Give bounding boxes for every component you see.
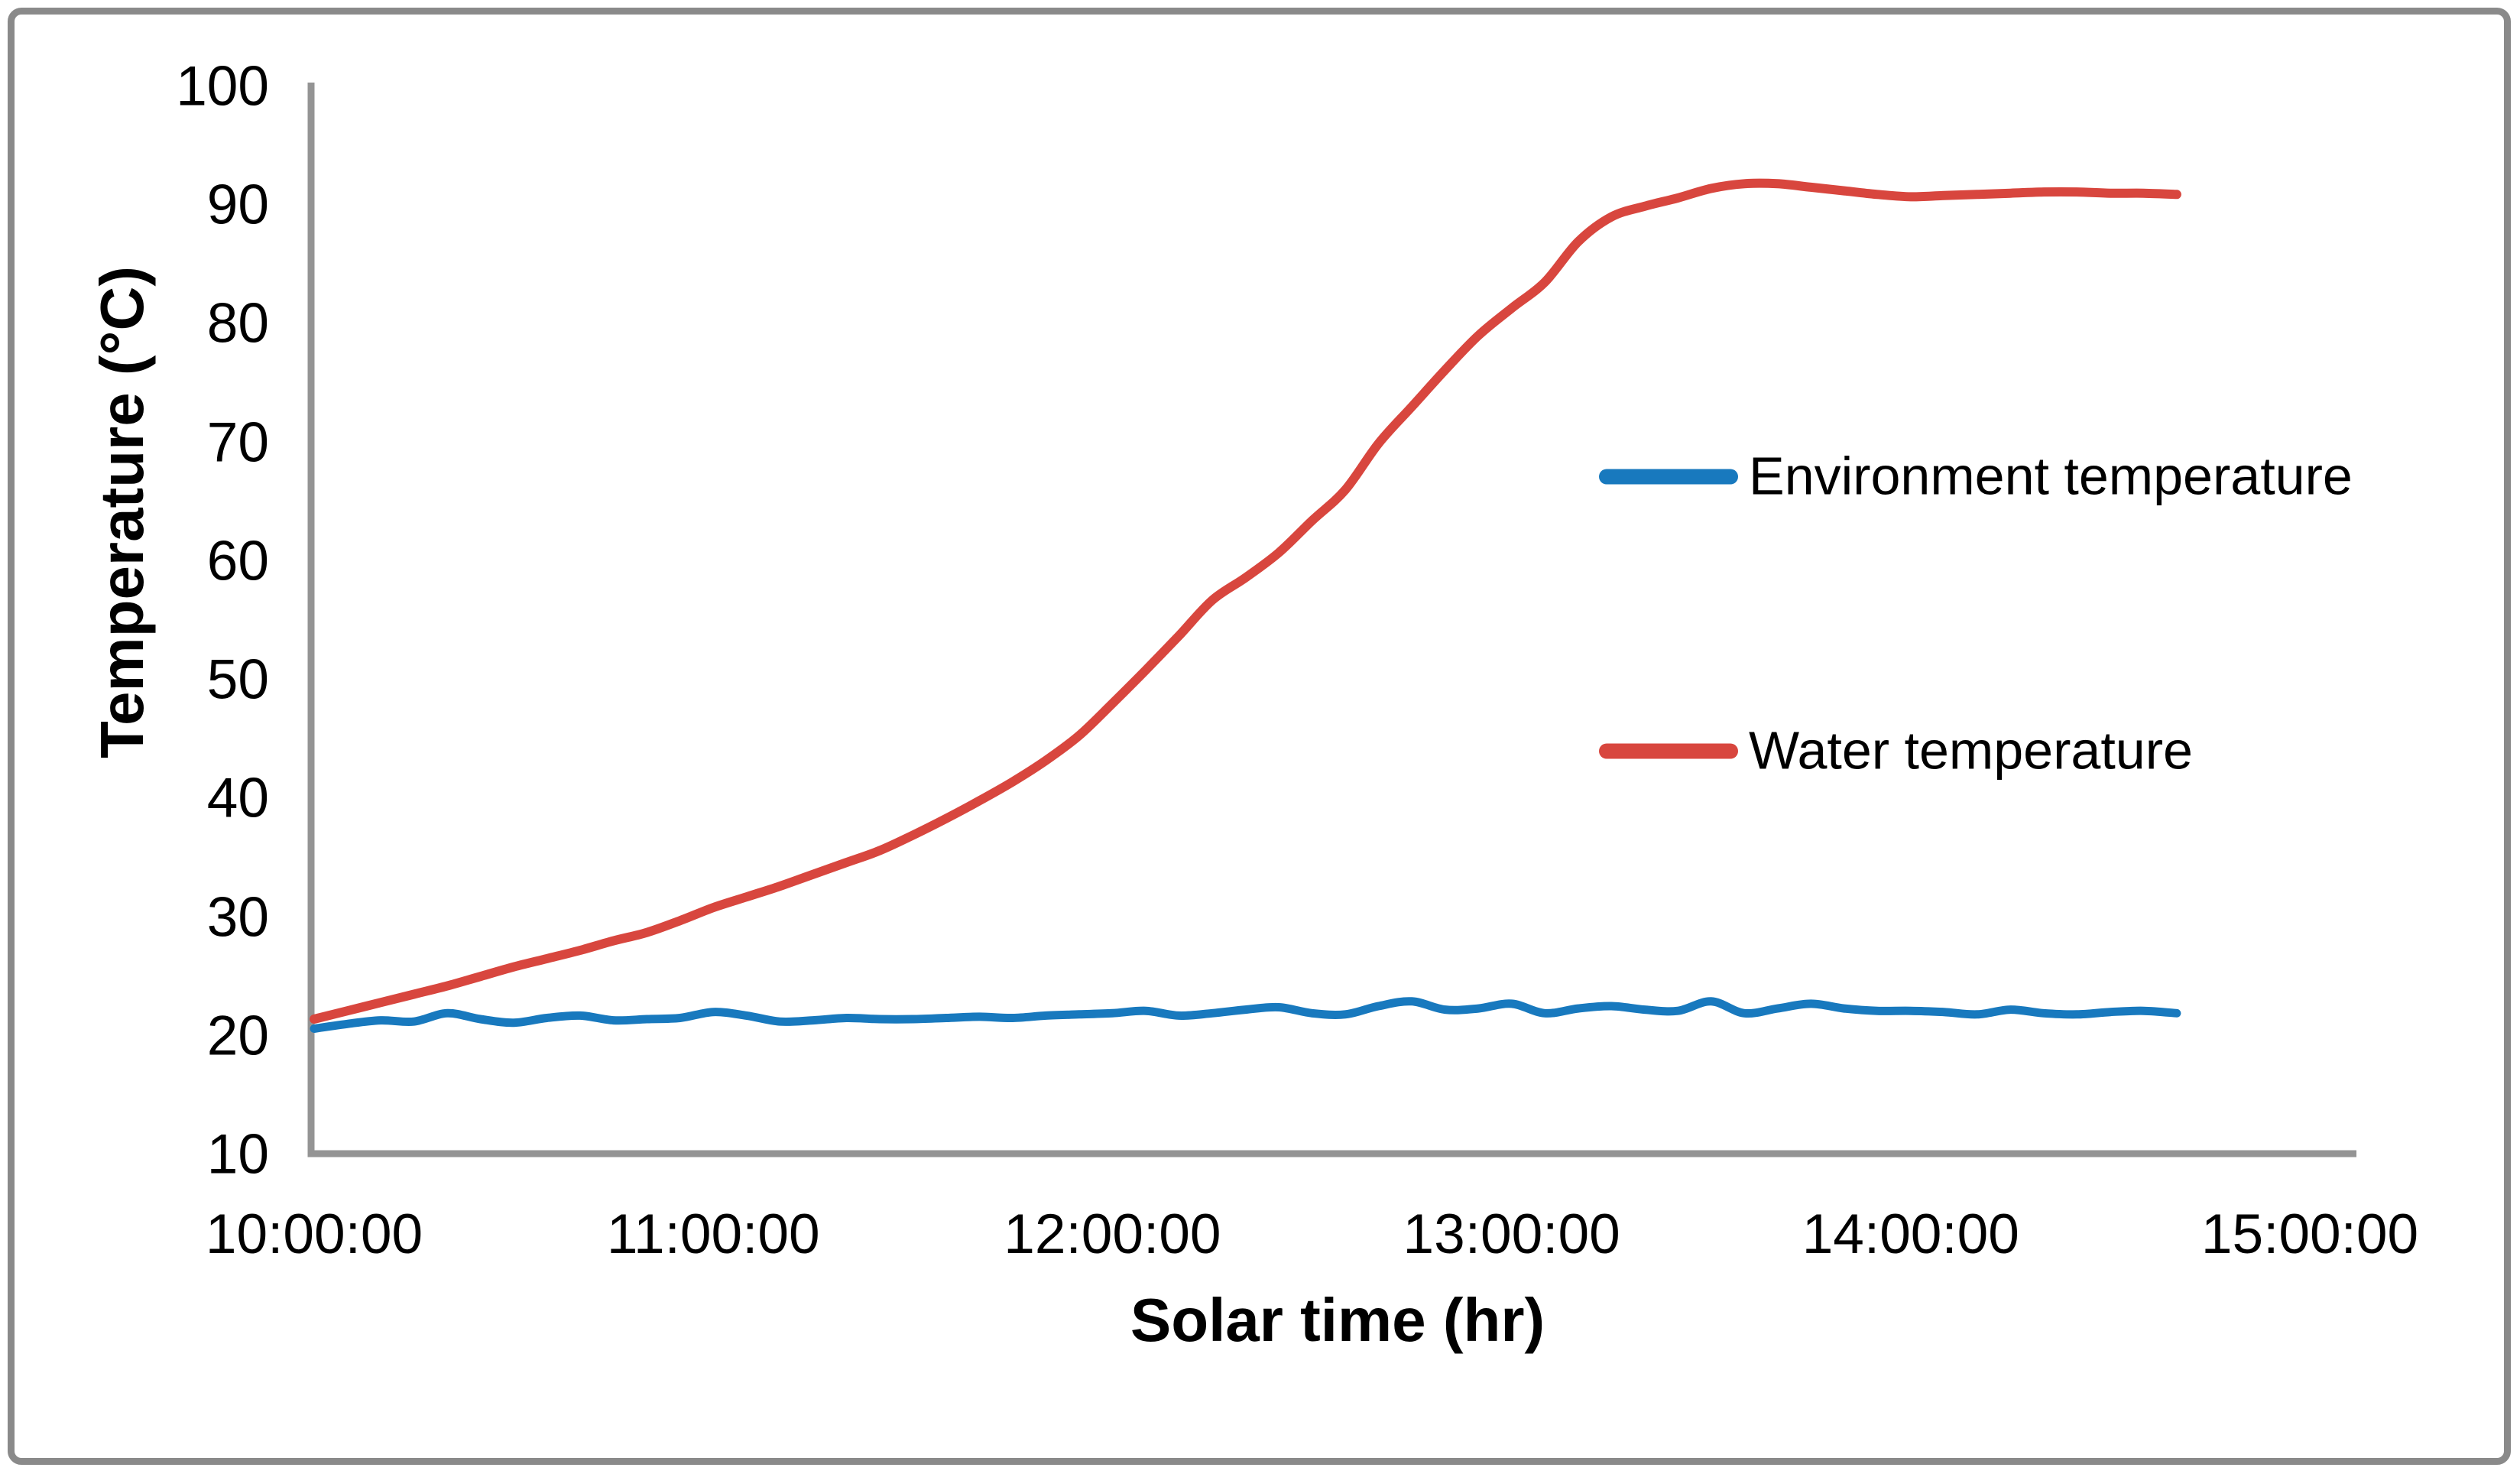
y-tick-label: 90 xyxy=(206,174,269,236)
legend-item: Environment temperature xyxy=(1599,446,2353,506)
x-tick-label: 10:00:00 xyxy=(205,1203,423,1265)
x-tick-label: 15:00:00 xyxy=(2201,1203,2419,1265)
y-tick-label: 30 xyxy=(206,886,269,949)
x-tick-label: 13:00:00 xyxy=(1403,1203,1620,1265)
x-tick-label: 14:00:00 xyxy=(1802,1203,2019,1265)
series-line-water-temperature xyxy=(310,178,2181,1024)
y-tick-label: 80 xyxy=(206,292,269,355)
y-tick-label: 70 xyxy=(206,411,269,474)
x-tick-label: 11:00:00 xyxy=(606,1203,820,1265)
legend-line-swatch xyxy=(1599,743,1738,758)
legend-line-swatch xyxy=(1599,469,1738,484)
y-tick-label: 20 xyxy=(206,1005,269,1067)
series-line-environment-temperature xyxy=(310,997,2181,1033)
legend-item: Water temperature xyxy=(1599,720,2193,781)
y-tick-label: 100 xyxy=(176,55,269,118)
x-tick-label: 12:00:00 xyxy=(1004,1203,1221,1265)
y-tick-label: 10 xyxy=(206,1123,269,1186)
y-tick-label: 60 xyxy=(206,530,269,593)
x-axis-title: Solar time (hr) xyxy=(1130,1286,1545,1354)
y-tick-label: 40 xyxy=(206,767,269,830)
legend-label: Environment temperature xyxy=(1749,446,2353,506)
y-tick-label: 50 xyxy=(206,648,269,711)
legend-label: Water temperature xyxy=(1749,720,2193,781)
